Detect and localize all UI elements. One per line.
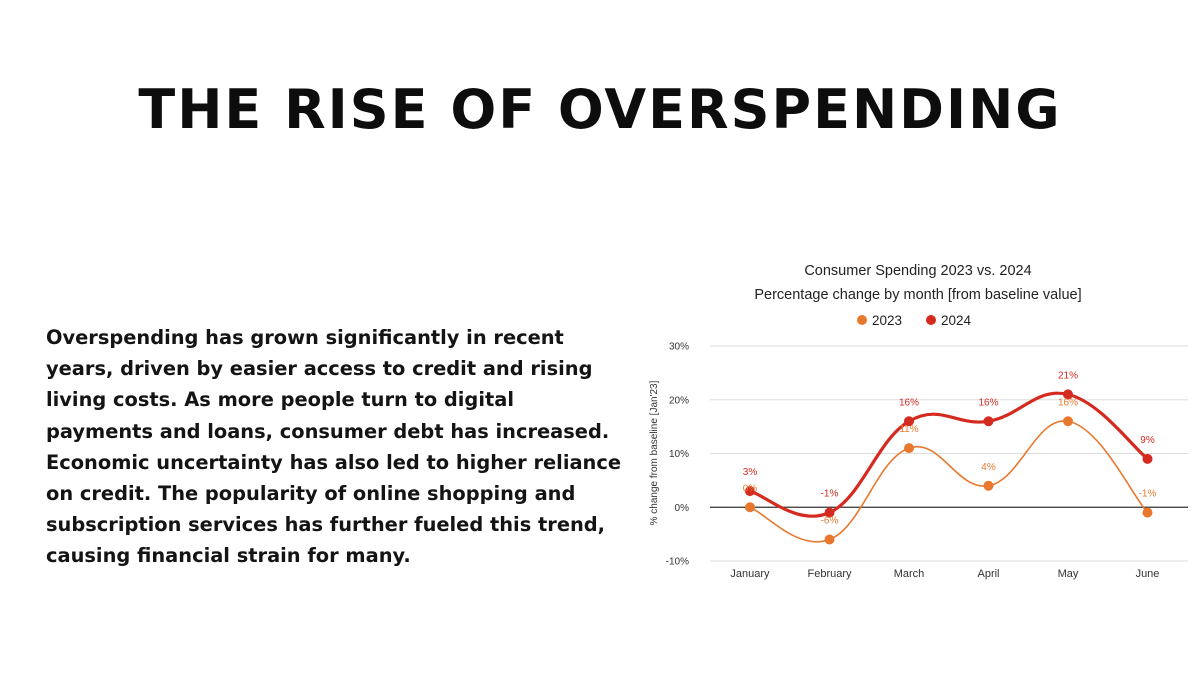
data-label-2024: 9% [1140,435,1155,446]
data-label-2023: -1% [1139,489,1157,500]
slide-title: THE RISE OF OVERSPENDING [138,78,1062,141]
data-label-2023: 16% [1058,397,1078,408]
series-lines [748,391,1150,543]
data-labels: 0% -6% 11% 4% 16% -1% 3% -1% 16% 16% 21% 9% [743,370,1157,526]
data-label-2023: 4% [981,462,996,473]
data-point-2024 [983,416,994,427]
x-tick-label: January [730,568,770,580]
body-paragraph: Overspending has grown significantly in … [46,326,622,568]
data-label-2023: 11% [899,424,918,435]
data-point-2023 [745,502,755,513]
data-point-2023 [904,443,914,454]
y-axis-ticks: 30% 20% 10% 0% -10% [666,342,689,568]
x-tick-label: March [894,568,925,580]
y-tick-label: 30% [669,342,689,353]
series-points [745,389,1153,545]
data-point-2024 [824,507,835,518]
x-tick-label: February [807,568,852,580]
data-point-2023 [1063,416,1073,427]
x-axis-ticks: January February March April May June [730,568,1159,580]
data-label-2024: 16% [978,397,998,408]
y-tick-label: -10% [666,557,689,568]
x-tick-label: May [1058,568,1079,580]
data-label-2024: 3% [743,467,758,478]
series-line-2023 [749,420,1149,543]
data-point-2024 [904,416,914,427]
legend-2024-marker [926,315,936,325]
x-tick-label: June [1136,568,1160,580]
data-point-2024 [1063,389,1073,400]
y-tick-label: 20% [669,395,689,406]
data-point-2023 [1142,507,1153,518]
chart-title: Consumer Spending 2023 vs. 2024 [804,263,1031,279]
data-label-2024: 21% [1058,370,1078,381]
data-point-2024 [745,486,755,497]
data-label-2023: -6% [821,516,839,527]
x-tick-label: April [977,568,999,580]
data-point-2023 [824,534,835,545]
y-tick-label: 10% [669,449,689,460]
data-point-2023 [983,480,994,491]
data-point-2024 [1142,453,1153,464]
y-tick-label: 0% [675,503,690,514]
consumer-spending-line-chart: Consumer Spending 2023 vs. 2024 Percenta… [649,263,1188,580]
legend-2023-label: 2023 [872,313,902,328]
chart-legend: 2023 2024 [857,313,972,328]
grid-layer [710,345,1188,562]
chart-subtitle: Percentage change by month [from baselin… [754,287,1081,303]
legend-2024-label: 2024 [941,313,972,328]
legend-2023-marker [857,315,867,325]
data-label-2023: 0% [743,483,758,494]
data-label-2024: -1% [821,489,839,500]
series-line-2024 [748,391,1150,518]
data-label-2024: 16% [899,397,919,408]
y-axis-title: % change from baseline [Jan'23] [649,380,660,525]
